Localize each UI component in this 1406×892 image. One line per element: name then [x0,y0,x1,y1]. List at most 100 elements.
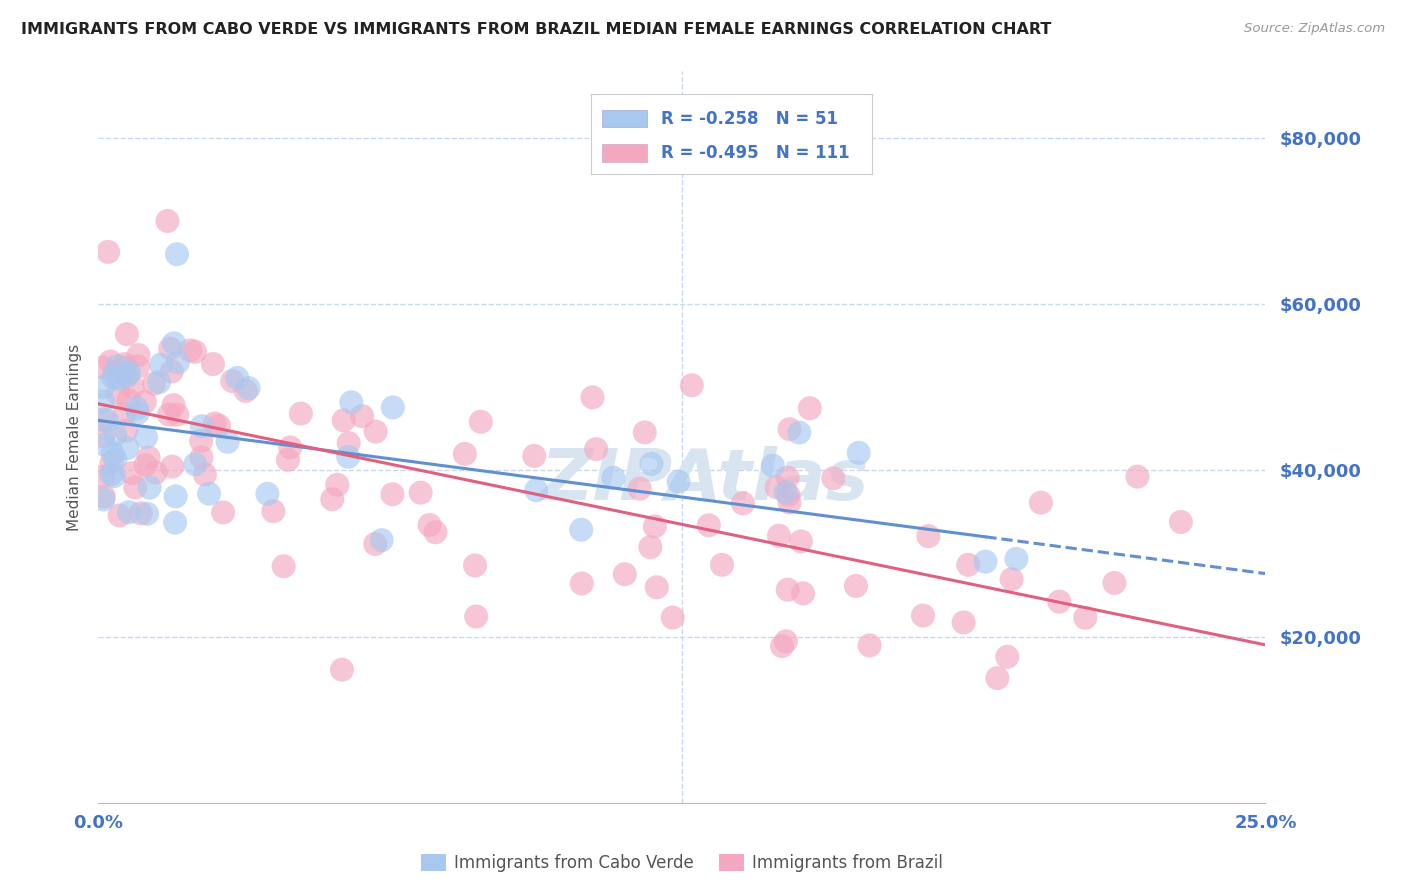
Point [1074,611,1097,625]
Point [121,466,143,480]
Point [409,485,432,500]
Point [778,488,800,502]
Point [775,634,797,648]
Point [235,384,257,398]
Point [957,558,980,572]
Point [149,358,172,372]
Point [352,409,374,424]
Point [762,458,785,473]
Text: R = -0.258   N = 51: R = -0.258 N = 51 [661,110,838,128]
Point [1126,469,1149,483]
Point [1104,576,1126,591]
Point [792,586,814,600]
Point [571,576,593,591]
Point [127,406,149,420]
Point [204,417,226,431]
Point [370,533,392,548]
Point [93,490,115,504]
Point [135,430,157,444]
Point [226,371,249,385]
Point [148,375,170,389]
Point [101,447,124,461]
Point [364,425,387,439]
Point [278,441,301,455]
Point [768,529,790,543]
Point [974,555,997,569]
Point [100,467,122,482]
Point [340,395,363,409]
Point [145,466,167,480]
Point [184,344,207,359]
Point [799,401,821,416]
Point [858,639,880,653]
Point [201,357,224,371]
Point [787,425,810,440]
Point [321,492,343,507]
Point [524,483,547,498]
Text: R = -0.495   N = 111: R = -0.495 N = 111 [661,145,849,162]
Point [97,244,120,259]
Point [100,456,122,470]
Text: Source: ZipAtlas.com: Source: ZipAtlas.com [1244,22,1385,36]
Point [640,457,662,471]
Point [995,649,1018,664]
Point [104,427,127,442]
Point [911,608,934,623]
Point [127,359,149,374]
Point [208,418,231,433]
Point [104,452,127,467]
Point [330,663,353,677]
Point [96,413,118,427]
Point [156,214,179,228]
Point [179,343,201,358]
Point [765,480,787,494]
Point [419,517,441,532]
Point [848,446,870,460]
Point [115,424,138,438]
Point [425,525,447,540]
Point [779,422,801,436]
Point [129,506,152,520]
Point [221,374,243,388]
Point [917,529,939,543]
Point [470,415,492,429]
Point [160,365,183,379]
Point [661,610,683,624]
Point [790,534,813,549]
Point [585,442,607,456]
Point [645,580,668,594]
Point [613,567,636,582]
Point [162,398,184,412]
FancyBboxPatch shape [602,145,647,161]
Point [194,467,217,482]
Point [101,370,124,384]
Point [117,392,139,407]
Point [640,540,662,554]
Point [114,360,136,375]
Point [986,671,1008,685]
Point [381,401,404,415]
Point [103,366,125,380]
Point [115,368,138,383]
Point [602,471,624,485]
Point [238,381,260,395]
Point [117,368,139,383]
Point [118,365,141,379]
Point [823,471,845,485]
Point [381,487,404,501]
Point [779,495,801,509]
Point [711,558,734,572]
Point [776,582,799,597]
Point [569,523,592,537]
Point [138,450,160,465]
Point [166,408,188,422]
Point [1000,572,1022,586]
Point [91,380,114,394]
Point [157,408,180,422]
Point [107,372,129,386]
Point [134,395,156,409]
Text: IMMIGRANTS FROM CABO VERDE VS IMMIGRANTS FROM BRAZIL MEDIAN FEMALE EARNINGS CORR: IMMIGRANTS FROM CABO VERDE VS IMMIGRANTS… [21,22,1052,37]
Point [91,412,114,426]
Point [91,360,114,375]
Point [136,507,159,521]
